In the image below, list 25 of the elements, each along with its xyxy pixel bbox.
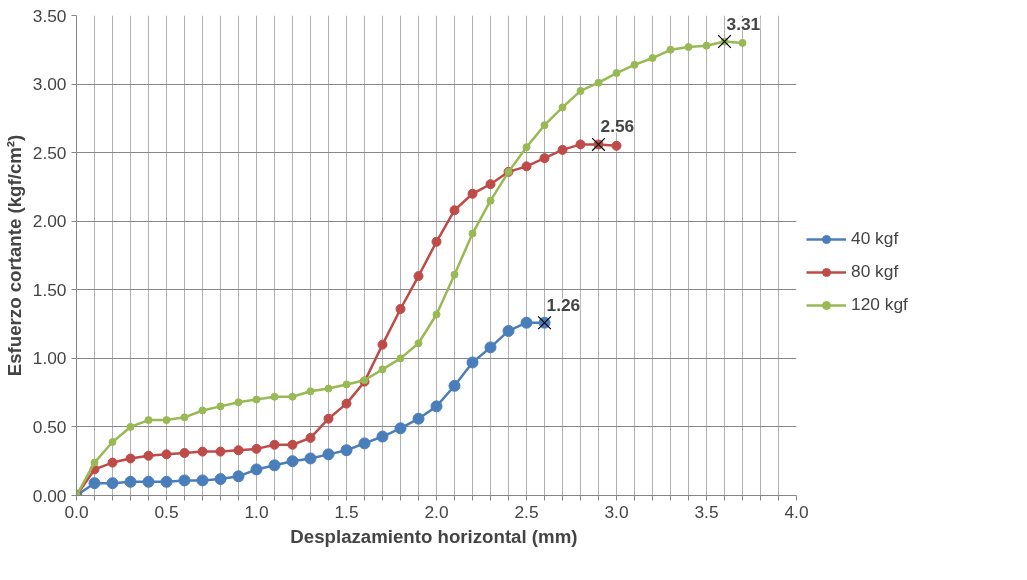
annotation: 3.31	[726, 13, 761, 34]
x-tick-label: 1.0	[244, 501, 269, 522]
y-tick-label: 0.00	[32, 485, 67, 506]
y-tick-label: 0.50	[32, 416, 67, 437]
y-tick-label: 1.00	[32, 348, 67, 369]
legend-label: 80 kgf	[851, 261, 899, 282]
legend-label: 40 kgf	[851, 228, 899, 249]
x-tick-label: 2.0	[424, 501, 449, 522]
x-tick-label: 2.5	[514, 501, 539, 522]
annotation: 1.26	[546, 294, 581, 315]
legend-label: 120 kgf	[851, 294, 908, 315]
y-tick-label: 3.50	[32, 5, 67, 26]
x-tick-label: 0.0	[64, 501, 89, 522]
y-tick-label: 2.50	[32, 142, 67, 163]
x-axis-title: Desplazamiento horizontal (mm)	[290, 525, 578, 547]
x-tick-label: 1.5	[334, 501, 359, 522]
annotation: 2.56	[600, 116, 635, 137]
y-tick-label: 2.00	[32, 211, 67, 232]
y-axis-title: Esfuerzo cortante (kgf/cm²)	[3, 134, 25, 377]
x-tick-label: 3.0	[604, 501, 629, 522]
x-tick-label: 3.5	[694, 501, 719, 522]
x-tick-label: 0.5	[154, 501, 179, 522]
x-tick-label: 4.0	[784, 501, 809, 522]
y-tick-label: 3.00	[32, 74, 67, 95]
y-tick-label: 1.50	[32, 279, 67, 300]
